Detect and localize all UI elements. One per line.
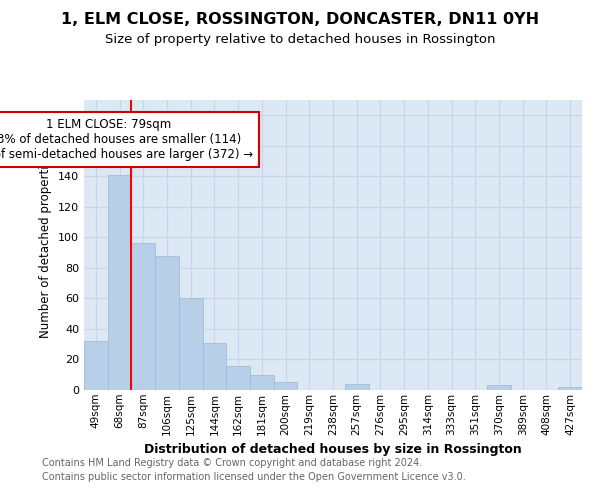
Bar	[226, 366, 250, 390]
X-axis label: Distribution of detached houses by size in Rossington: Distribution of detached houses by size …	[144, 443, 522, 456]
Text: Contains public sector information licensed under the Open Government Licence v3: Contains public sector information licen…	[42, 472, 466, 482]
Bar	[487, 386, 511, 390]
Text: 1, ELM CLOSE, ROSSINGTON, DONCASTER, DN11 0YH: 1, ELM CLOSE, ROSSINGTON, DONCASTER, DN1…	[61, 12, 539, 28]
Bar	[84, 341, 108, 390]
Bar	[345, 384, 368, 390]
Text: Contains HM Land Registry data © Crown copyright and database right 2024.: Contains HM Land Registry data © Crown c…	[42, 458, 422, 468]
Bar	[179, 298, 203, 390]
Bar	[155, 256, 179, 390]
Bar	[203, 342, 226, 390]
Bar	[108, 175, 131, 390]
Bar	[250, 374, 274, 390]
Y-axis label: Number of detached properties: Number of detached properties	[40, 152, 52, 338]
Text: 1 ELM CLOSE: 79sqm
← 23% of detached houses are smaller (114)
77% of semi-detach: 1 ELM CLOSE: 79sqm ← 23% of detached hou…	[0, 118, 253, 162]
Bar	[274, 382, 298, 390]
Bar	[558, 387, 582, 390]
Bar	[131, 244, 155, 390]
Text: Size of property relative to detached houses in Rossington: Size of property relative to detached ho…	[105, 32, 495, 46]
